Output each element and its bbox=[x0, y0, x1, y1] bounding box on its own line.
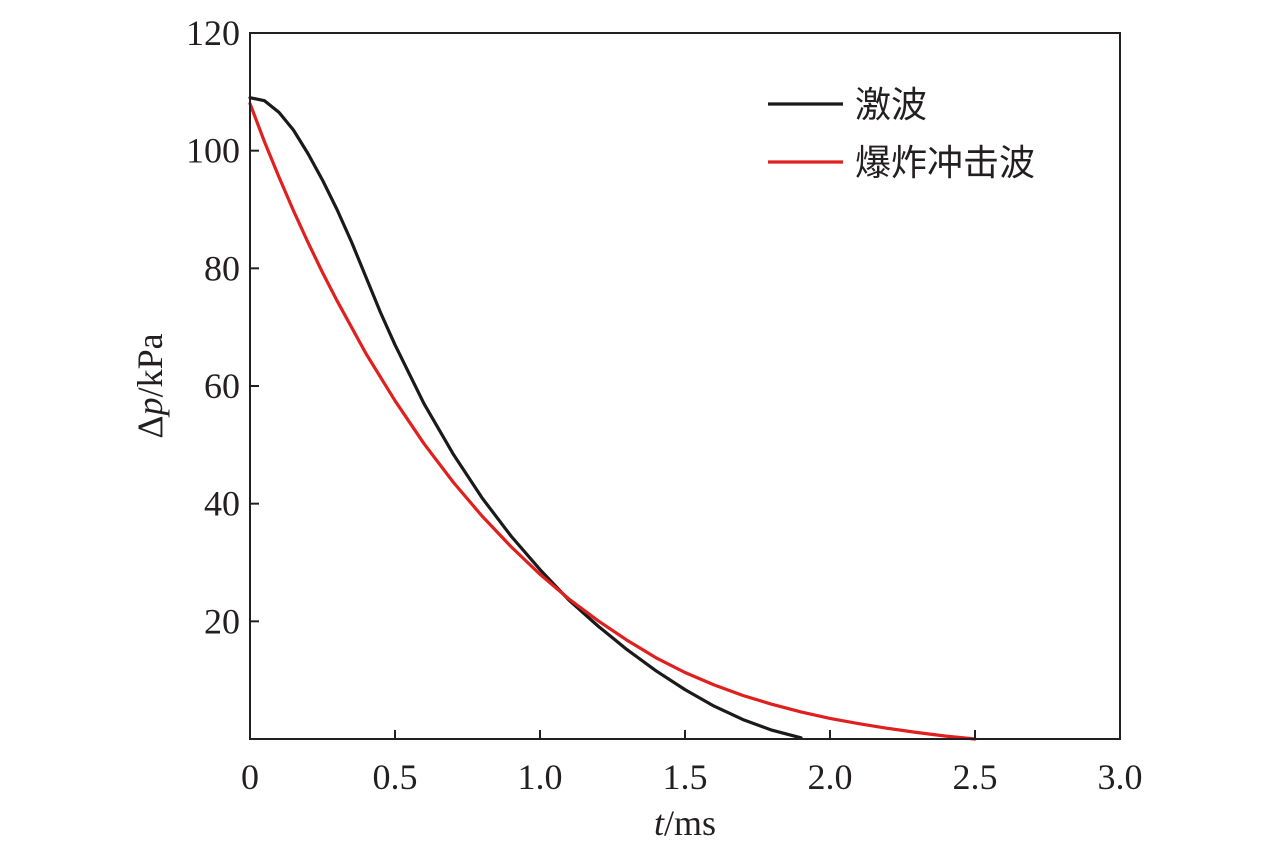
x-tick-label: 2.0 bbox=[808, 757, 853, 797]
y-tick-label: 100 bbox=[186, 131, 240, 171]
x-tick-label: 0 bbox=[241, 757, 259, 797]
y-tick-label: 60 bbox=[204, 366, 240, 406]
series-line-2 bbox=[248, 102, 977, 741]
legend-label-1: 激波 bbox=[855, 85, 927, 126]
y-tick-label: 120 bbox=[186, 13, 240, 53]
y-tick-label: 80 bbox=[204, 248, 240, 288]
y-axis-label-var: p bbox=[130, 397, 170, 418]
x-axis-label: t/ms bbox=[654, 803, 716, 843]
y-axis-label-unit: /kPa bbox=[130, 333, 170, 397]
legend-label-2: 爆炸冲击波 bbox=[855, 143, 1035, 184]
x-tick-label: 3.0 bbox=[1098, 757, 1143, 797]
x-axis-label-unit: /ms bbox=[664, 803, 716, 843]
axis-ticks: 0 0.5 1.0 1.5 2.0 2.5 3.0 20 40 60 80 100 120 bbox=[186, 13, 1143, 797]
x-tick-label: 1.5 bbox=[663, 757, 708, 797]
x-tick-label: 1.0 bbox=[518, 757, 563, 797]
x-tick-label: 0.5 bbox=[373, 757, 418, 797]
plot-area bbox=[248, 96, 977, 741]
series-line-1 bbox=[248, 96, 803, 740]
y-tick-label: 20 bbox=[204, 601, 240, 641]
y-axis-label: Δp/kPa bbox=[130, 333, 170, 438]
x-tick-label: 2.5 bbox=[953, 757, 998, 797]
plot-frame bbox=[249, 32, 1121, 740]
x-axis-label-var: t bbox=[654, 803, 665, 843]
y-tick-label: 40 bbox=[204, 484, 240, 524]
y-axis-label-prefix: Δ bbox=[130, 415, 170, 438]
